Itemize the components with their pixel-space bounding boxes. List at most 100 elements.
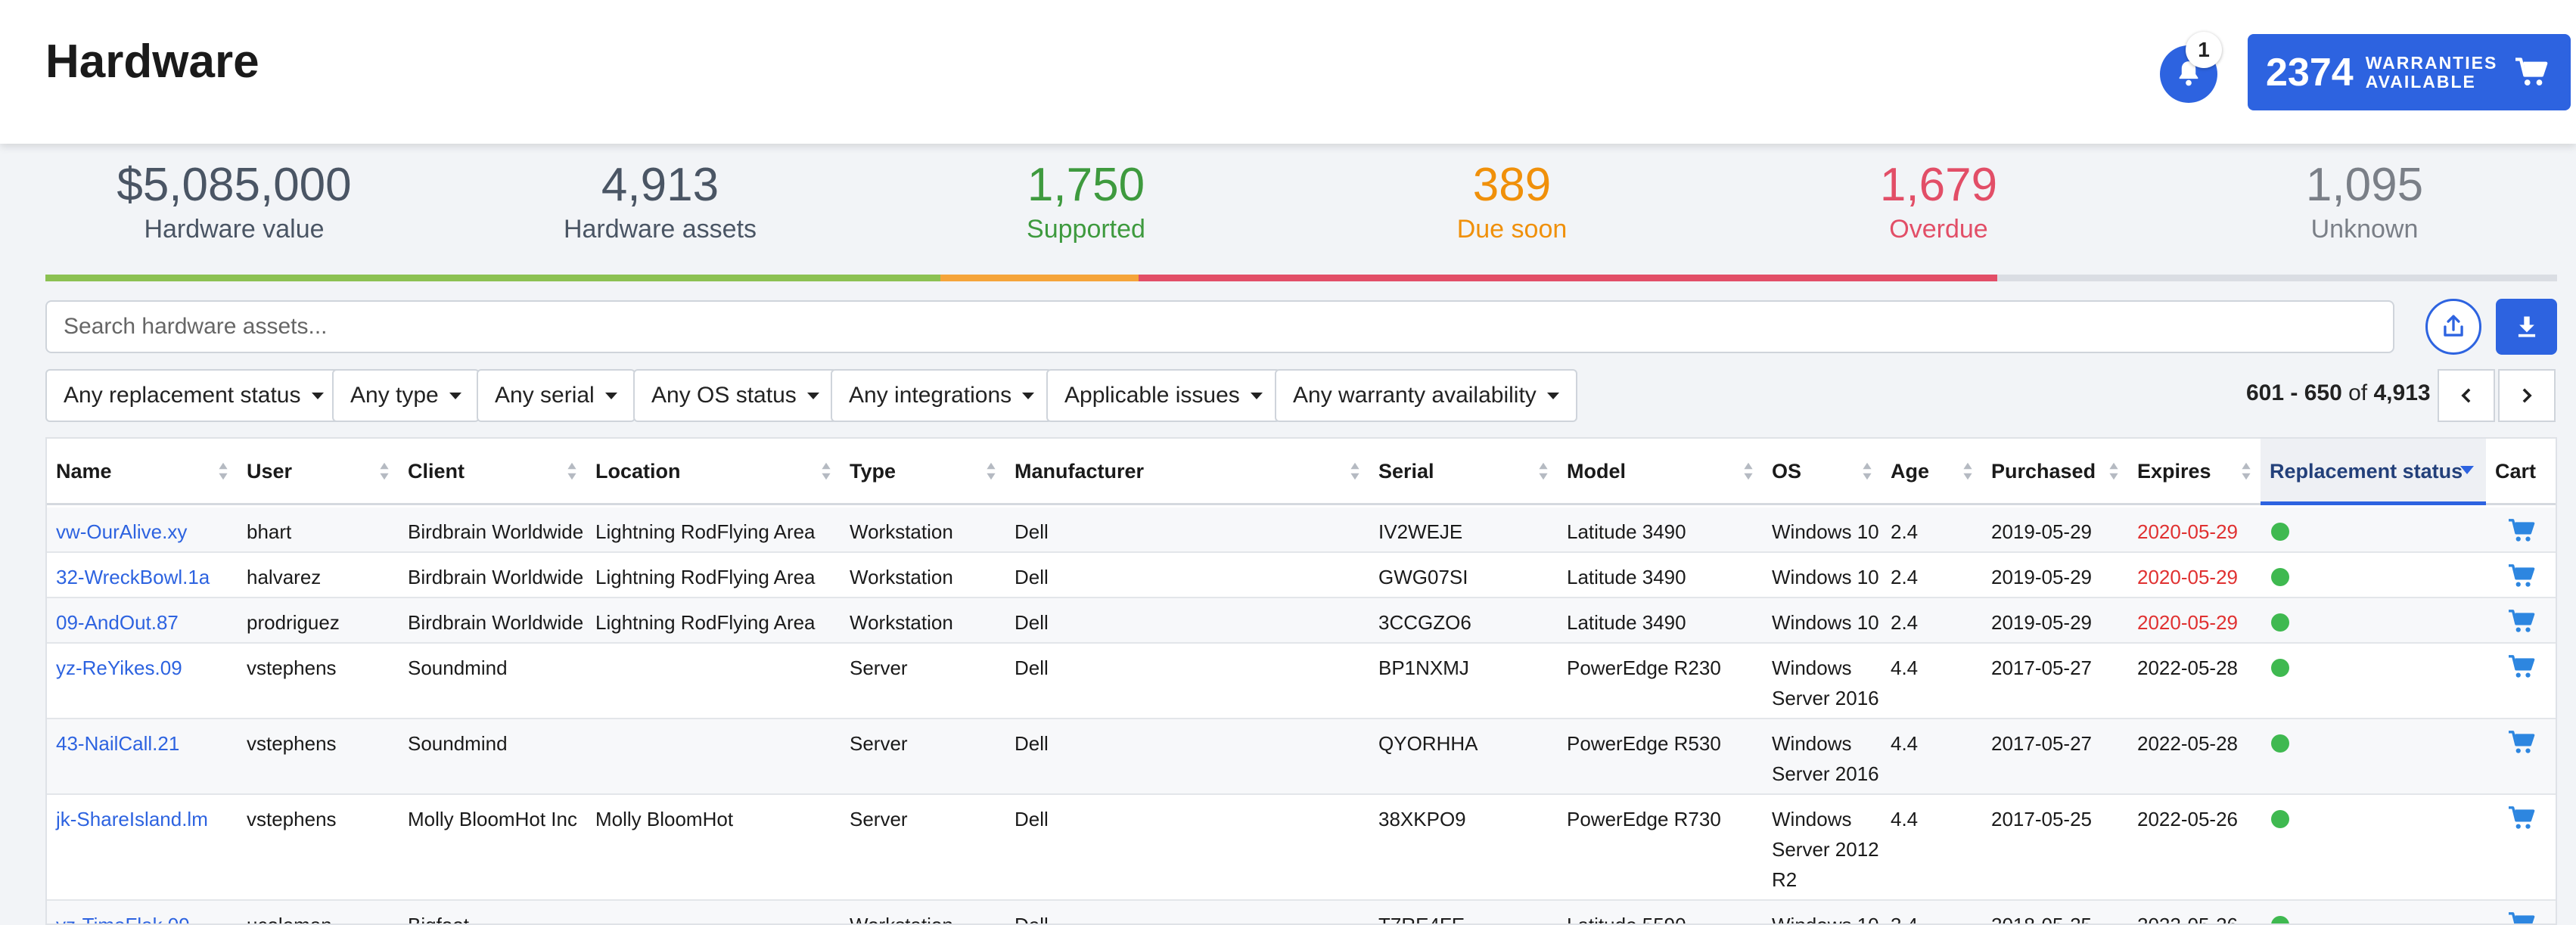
column-header-label: Name [56,460,112,483]
asset-name-link[interactable]: jk-ShareIsland.lm [56,808,208,830]
cell-model: Latitude 3490 [1567,611,1686,634]
cell-age: 3.4 [1891,914,1919,925]
os-line: Windows [1772,732,1852,755]
replacement-status-dot [2271,523,2289,541]
cell-user: halvarez [247,566,322,588]
cell-client: Soundmind [408,657,508,679]
filter-dropdown-any-os-status[interactable]: Any OS status [633,369,837,422]
stat-label: Due soon [1456,215,1568,244]
hardware-table: Name User Client Location Type Manufacturer Se… [45,437,2557,925]
add-to-cart-button[interactable] [2507,654,2536,684]
column-header-serial[interactable]: Serial [1369,439,1558,505]
download-button[interactable] [2496,299,2557,355]
column-header-age[interactable]: Age [1882,439,1982,505]
add-to-cart-button[interactable] [2507,609,2536,638]
table-row[interactable]: 43-NailCall.21 vstephens Soundmind Server De… [47,719,2556,795]
cell-age: 2.4 [1891,520,1919,543]
stat-supported: 1,750 Supported [873,155,1299,246]
column-header-manufacturer[interactable]: Manufacturer [1005,439,1369,505]
table-row[interactable]: jk-ShareIsland.lm vstephens Molly BloomHot… [47,795,2556,901]
notification-count-badge: 1 [2186,32,2222,68]
cell-model: PowerEdge R730 [1567,808,1721,830]
column-header-location[interactable]: Location [586,439,841,505]
asset-name-link[interactable]: 32-WreckBowl.1a [56,566,210,588]
filter-dropdown-any-warranty-availability[interactable]: Any warranty availability [1275,369,1577,422]
cell-purchased: 2017-05-27 [1991,732,2092,755]
warranties-label: WARRANTIES AVAILABLE [2365,53,2498,92]
cell-type: Server [850,732,908,755]
column-header-os[interactable]: OS [1763,439,1882,505]
column-header-expires[interactable]: Expires [2128,439,2261,505]
cell-os: Windows Server 2016 [1763,653,1882,713]
table-row[interactable]: yz-ReYikes.09 vstephens Soundmind Server Del… [47,644,2556,719]
table-row[interactable]: yz-TimeFlak.09 ucoleman Bigfoot Workstation… [47,901,2556,925]
cell-model: Latitude 3490 [1567,566,1686,588]
caret-down-icon [311,392,324,399]
table-row[interactable]: 09-AndOut.87 prodriguez Birdbrain Worldwid… [47,598,2556,644]
asset-name-link[interactable]: yz-TimeFlak.09 [56,914,190,925]
caret-down-icon [1546,392,1559,399]
filter-dropdown-any-integrations[interactable]: Any integrations [831,369,1053,422]
cell-os: Windows Server 2012 R2 [1763,804,1882,895]
add-to-cart-button[interactable] [2507,805,2536,835]
caret-down-icon [1022,392,1035,399]
add-to-cart-button[interactable] [2507,911,2536,923]
column-header-purchased[interactable]: Purchased [1982,439,2128,505]
column-header-label: Serial [1378,460,1434,483]
cell-model: PowerEdge R230 [1567,657,1721,679]
replacement-status-dot [2271,613,2289,632]
table-row[interactable]: vw-OurAlive.xy bhart Birdbrain Worldwide Li… [47,508,2556,553]
filter-label: Any warranty availability [1293,383,1537,408]
asset-name-link[interactable]: vw-OurAlive.xy [56,520,188,543]
sort-icon [567,460,577,483]
column-header-label: Client [408,460,465,483]
cell-age: 4.4 [1891,732,1919,755]
sort-icon [379,460,390,483]
cell-serial: QYORHHA [1378,732,1478,755]
export-button[interactable] [2425,299,2481,355]
next-page-button[interactable] [2498,369,2556,422]
download-icon [2518,316,2535,337]
column-header-replacement-status[interactable]: Replacement status [2261,439,2486,505]
add-to-cart-button[interactable] [2507,730,2536,759]
cell-serial: T7RE4FE [1378,914,1465,925]
progress-overdue-segment [1139,275,1998,281]
warranties-label-line2: AVAILABLE [2365,71,2476,92]
cell-age: 2.4 [1891,566,1919,588]
column-header-name[interactable]: Name [47,439,238,505]
filter-dropdown-applicable-issues[interactable]: Applicable issues [1046,369,1281,422]
warranties-available-button[interactable]: 2374 WARRANTIES AVAILABLE [2248,34,2571,110]
search-input[interactable] [45,300,2394,353]
table-row[interactable]: 32-WreckBowl.1a halvarez Birdbrain Worldwi… [47,553,2556,598]
cell-location: Molly BloomHot [595,808,734,830]
asset-name-link[interactable]: 09-AndOut.87 [56,611,179,634]
caret-down-icon [604,392,617,399]
cell-serial: 38XKPO9 [1378,808,1466,830]
cell-model: Latitude 3490 [1567,520,1686,543]
previous-page-button[interactable] [2438,369,2495,422]
os-line: Server 2016 [1772,762,1879,785]
add-to-cart-button[interactable] [2507,563,2536,593]
column-header-client[interactable]: Client [399,439,586,505]
filter-dropdown-any-type[interactable]: Any type [332,369,480,422]
column-header-user[interactable]: User [238,439,399,505]
cell-os: Windows 10 [1763,910,1882,923]
column-header-label: Location [595,460,681,483]
filter-label: Applicable issues [1064,383,1240,408]
cell-location: Lightning RodFlying Area [595,566,816,588]
cell-serial: GWG07SI [1378,566,1468,588]
asset-name-link[interactable]: yz-ReYikes.09 [56,657,182,679]
cell-client: Birdbrain Worldwide [408,566,584,588]
filter-dropdown-any-serial[interactable]: Any serial [477,369,635,422]
column-header-model[interactable]: Model [1558,439,1763,505]
add-to-cart-button[interactable] [2507,518,2536,548]
column-header-type[interactable]: Type [841,439,1005,505]
replacement-status-dot [2271,810,2289,828]
cell-type: Workstation [850,566,953,588]
asset-name-link[interactable]: 43-NailCall.21 [56,732,180,755]
column-header-cart[interactable]: Cart [2486,439,2556,505]
cell-user: vstephens [247,657,337,679]
os-line: Windows 10 [1772,611,1879,634]
cell-os: Windows 10 [1763,607,1882,638]
filter-dropdown-any-replacement-status[interactable]: Any replacement status [45,369,342,422]
